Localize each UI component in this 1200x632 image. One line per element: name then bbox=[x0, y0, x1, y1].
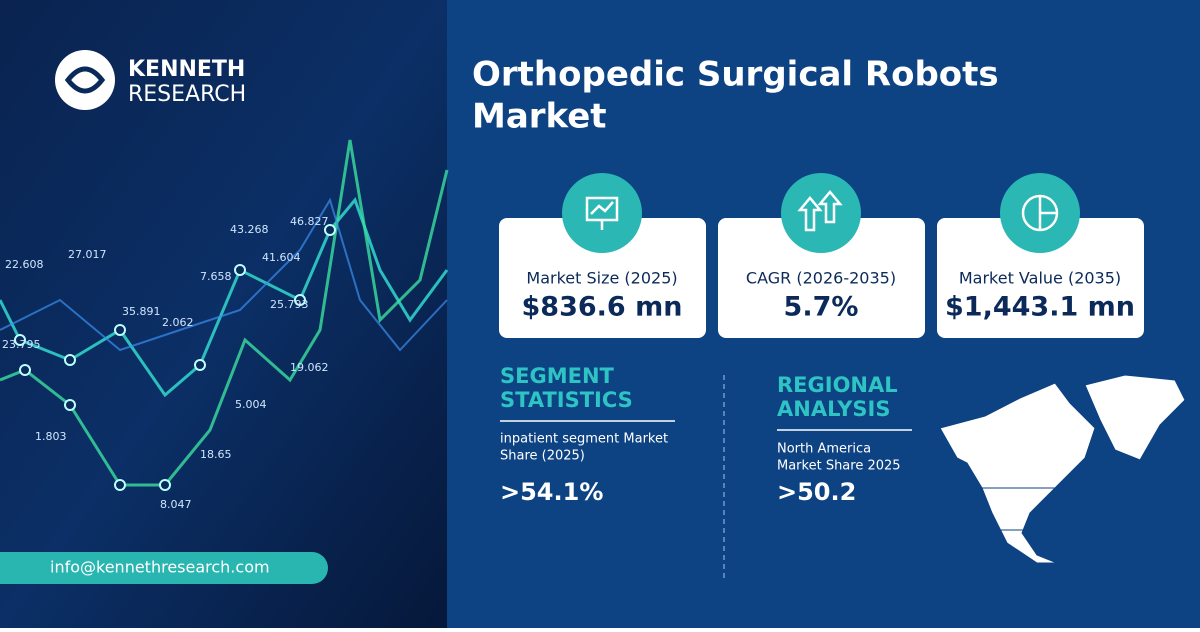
card-label: Market Value (2035) bbox=[959, 269, 1121, 288]
card: Market Size (2025) $836.6 mn bbox=[499, 173, 706, 338]
section-text: inpatient segment Market bbox=[500, 432, 668, 447]
section-heading: ANALYSIS bbox=[777, 397, 890, 421]
background-label: 19.062 bbox=[290, 361, 329, 374]
card: CAGR (2026-2035) 5.7% bbox=[718, 173, 925, 338]
contact-email: info@kennethresearch.com bbox=[50, 558, 270, 577]
section-text: North America bbox=[777, 442, 871, 457]
background-label: 27.017 bbox=[68, 248, 107, 261]
background-label: 2.062 bbox=[162, 316, 194, 329]
background-label: 25.793 bbox=[270, 298, 309, 311]
background-label: 8.047 bbox=[160, 498, 192, 511]
background-label: 18.65 bbox=[200, 448, 232, 461]
background-label: 35.891 bbox=[122, 305, 161, 318]
title: Market bbox=[472, 97, 607, 137]
section-text: Market Share 2025 bbox=[777, 459, 901, 474]
background-label: 23.795 bbox=[2, 338, 41, 351]
section-heading: STATISTICS bbox=[500, 388, 633, 412]
card-value: $1,443.1 mn bbox=[945, 292, 1135, 323]
card-label: Market Size (2025) bbox=[526, 269, 677, 288]
background-label: 46.827 bbox=[290, 215, 329, 228]
background-label: 5.004 bbox=[235, 398, 267, 411]
card-value: $836.6 mn bbox=[522, 292, 683, 323]
card-value: 5.7% bbox=[784, 292, 859, 323]
section-value: >54.1% bbox=[500, 478, 603, 506]
background-label: 41.604 bbox=[262, 251, 301, 264]
section-text: Share (2025) bbox=[500, 449, 585, 464]
logo: KENNETH RESEARCH bbox=[55, 50, 246, 110]
card-label: CAGR (2026-2035) bbox=[746, 269, 896, 288]
background-label: 7.658 bbox=[200, 270, 232, 283]
title: Orthopedic Surgical Robots bbox=[472, 55, 999, 95]
regional-section: REGIONAL ANALYSIS North America Market S… bbox=[777, 373, 912, 506]
section-heading: SEGMENT bbox=[500, 364, 615, 388]
map bbox=[939, 374, 1186, 564]
logo-text: KENNETH bbox=[128, 57, 245, 82]
card: Market Value (2035) $1,443.1 mn bbox=[937, 173, 1144, 338]
background-label: 1.803 bbox=[35, 430, 67, 443]
section-heading: REGIONAL bbox=[777, 373, 898, 397]
background-label: 22.608 bbox=[5, 258, 44, 271]
section-value: >50.2 bbox=[777, 478, 856, 506]
segment-section: SEGMENT STATISTICS inpatient segment Mar… bbox=[500, 364, 675, 506]
contact-pill bbox=[0, 552, 328, 584]
background-label: 43.268 bbox=[230, 223, 269, 236]
logo-text: RESEARCH bbox=[128, 82, 246, 107]
